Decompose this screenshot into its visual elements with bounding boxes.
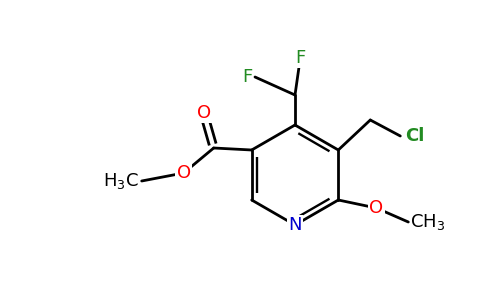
Text: O: O (177, 164, 191, 182)
Text: O: O (197, 104, 211, 122)
Text: N: N (288, 216, 302, 234)
Text: F: F (295, 49, 305, 67)
Text: H$_3$C: H$_3$C (103, 171, 139, 191)
Text: O: O (369, 199, 383, 217)
Text: CH$_3$: CH$_3$ (410, 212, 446, 232)
Text: F: F (242, 68, 252, 86)
Text: Cl: Cl (405, 127, 424, 145)
